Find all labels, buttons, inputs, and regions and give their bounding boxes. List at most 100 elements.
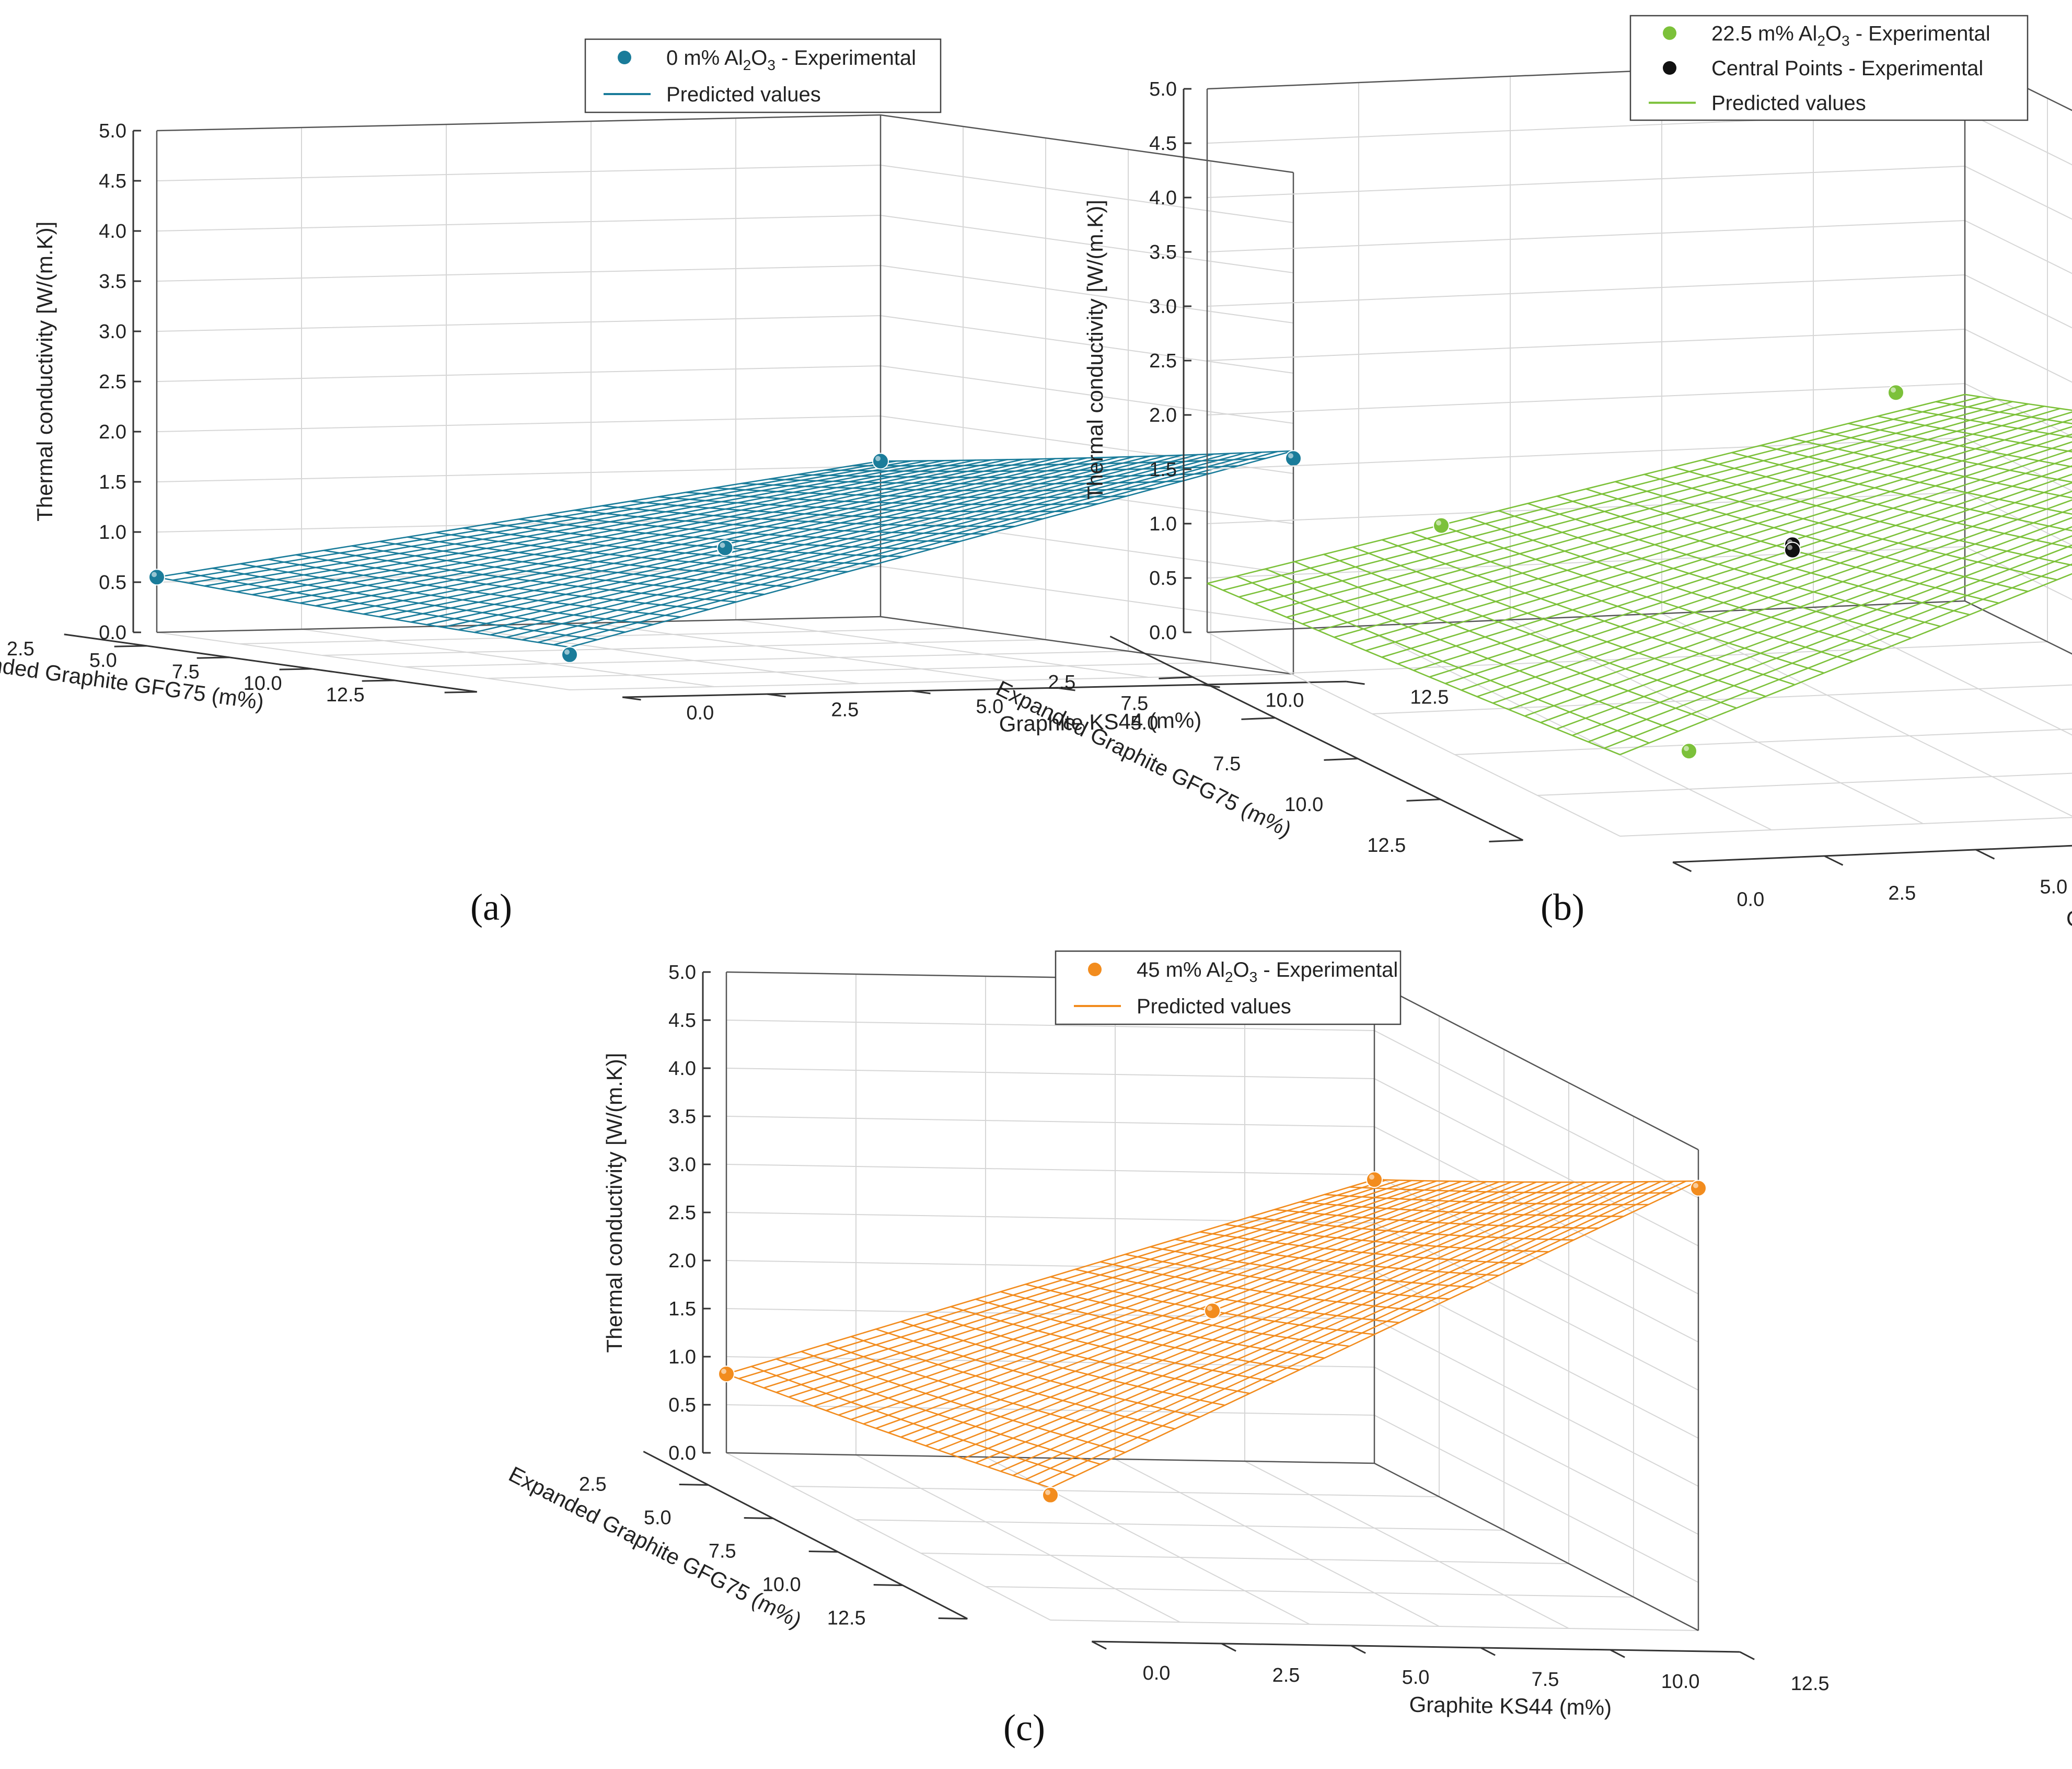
surface-line bbox=[1848, 423, 2072, 468]
y-tick-label: 5.0 bbox=[1402, 1667, 1430, 1689]
z-tick-label: 1.0 bbox=[1149, 513, 1177, 535]
surface-line bbox=[963, 1181, 1612, 1460]
data-points bbox=[718, 1171, 1707, 1504]
y-axis-line bbox=[1673, 845, 2072, 863]
legend-label-text: O bbox=[751, 47, 767, 70]
box-edge bbox=[880, 616, 1294, 675]
x-tick-label: 5.0 bbox=[644, 1507, 672, 1529]
z-tick-label: 2.0 bbox=[668, 1250, 696, 1272]
grid-line bbox=[1372, 684, 2072, 714]
legend-label-sub: 3 bbox=[1249, 969, 1258, 985]
panel-label: (b) bbox=[1541, 886, 1584, 928]
surface-line bbox=[1000, 1181, 1649, 1472]
surface-line bbox=[686, 491, 1099, 505]
box-edge bbox=[156, 114, 881, 132]
grid-line bbox=[735, 619, 1149, 678]
x-tick-mark bbox=[196, 656, 229, 659]
surface-line bbox=[1790, 437, 2072, 499]
experimental-point bbox=[1888, 384, 1904, 401]
grid bbox=[1207, 56, 2072, 837]
legend-label-sub: 3 bbox=[1842, 32, 1850, 49]
z-axis-title: Thermal conductivity [W/(m.K)] bbox=[602, 1053, 627, 1353]
grid-line bbox=[156, 264, 1294, 323]
surface-line bbox=[347, 457, 1071, 612]
y-tick-label: 0.0 bbox=[686, 702, 714, 724]
grid-line bbox=[1207, 165, 2072, 220]
y-tick-mark bbox=[1221, 1643, 1236, 1652]
grid-line bbox=[404, 651, 1129, 667]
z-tick-label: 3.0 bbox=[668, 1154, 696, 1176]
z-tick-label: 3.0 bbox=[1149, 296, 1177, 318]
surface-line bbox=[1012, 1181, 1662, 1476]
x-axis-title: Expanded Graphite GFG75 (m%) bbox=[505, 1462, 805, 1633]
surface-line bbox=[657, 496, 1071, 513]
grid-line bbox=[301, 629, 715, 687]
experimental-point-highlight bbox=[1288, 453, 1293, 459]
experimental-point-highlight bbox=[1891, 387, 1896, 393]
x-axis-line bbox=[1109, 635, 1524, 841]
surface-line bbox=[553, 450, 1278, 646]
surface-line bbox=[1588, 553, 2072, 743]
x-tick-mark bbox=[938, 1617, 968, 1620]
box-edge bbox=[1964, 600, 2072, 655]
surface-line bbox=[825, 465, 1238, 472]
grid-line bbox=[1207, 111, 2072, 166]
surface-line bbox=[1572, 544, 2072, 736]
grid-line bbox=[1207, 546, 2072, 600]
grid-line bbox=[591, 622, 1004, 681]
axes: 0.00.51.01.52.02.53.03.54.04.55.02.55.07… bbox=[0, 114, 1449, 736]
surface-mesh bbox=[1207, 394, 2072, 756]
legend-marker bbox=[1088, 963, 1102, 976]
grid-line bbox=[855, 1454, 1180, 1623]
grid-line bbox=[156, 114, 1294, 173]
legend-marker bbox=[1663, 26, 1676, 40]
grid-line bbox=[156, 632, 570, 690]
surface-line bbox=[1349, 1186, 1674, 1194]
surface-line bbox=[852, 457, 1266, 467]
surface-line bbox=[630, 500, 1043, 520]
grid-line bbox=[321, 639, 1046, 656]
y-axis-title: Graphite KS44 (m%) bbox=[2066, 898, 2072, 931]
z-tick-label: 4.5 bbox=[1149, 133, 1177, 155]
grid-line bbox=[791, 1486, 1440, 1497]
grid-line bbox=[1207, 632, 1620, 837]
experimental-point-highlight bbox=[721, 1369, 726, 1374]
surface-line bbox=[1819, 430, 2072, 483]
z-axis-title: Thermal conductivity [W/(m.K)] bbox=[1083, 200, 1107, 500]
legend-label-sub: 3 bbox=[767, 57, 775, 73]
z-tick-label: 2.5 bbox=[99, 371, 126, 393]
box-edge bbox=[1374, 1462, 1699, 1632]
grid-line bbox=[1813, 607, 2072, 736]
experimental-point-highlight bbox=[152, 572, 157, 577]
surface-line bbox=[1302, 408, 2061, 625]
legend-box bbox=[1055, 950, 1402, 1025]
y-tick-label: 7.5 bbox=[1532, 1669, 1559, 1691]
surface-line bbox=[1025, 1284, 1350, 1347]
surface-line bbox=[925, 1181, 1575, 1447]
grid-line bbox=[1207, 274, 2072, 329]
surface-line bbox=[975, 1181, 1624, 1464]
legend-label-text: O bbox=[1825, 22, 1842, 45]
surface-line bbox=[395, 456, 1119, 620]
surface-line bbox=[1224, 1223, 1549, 1253]
y-tick-mark bbox=[767, 693, 786, 698]
x-tick-label: 12.5 bbox=[1367, 835, 1406, 857]
surface-line bbox=[1318, 411, 2072, 631]
surface-line bbox=[1556, 535, 2072, 730]
z-tick-label: 2.5 bbox=[1149, 350, 1177, 372]
experimental-point-highlight bbox=[720, 542, 725, 548]
y-tick-label: 7.5 bbox=[1120, 692, 1148, 714]
grid-line bbox=[1289, 641, 2048, 674]
surface-line bbox=[950, 1181, 1599, 1455]
surface-line bbox=[490, 453, 1214, 636]
panel-label: (c) bbox=[1003, 1707, 1045, 1749]
surface-line bbox=[1906, 408, 2072, 438]
panel-label: (a) bbox=[470, 886, 512, 928]
surface-line bbox=[1524, 517, 2072, 717]
surface-line bbox=[1461, 482, 2072, 691]
surface-line bbox=[1249, 1216, 1574, 1241]
grid bbox=[726, 972, 1699, 1631]
y-tick-mark bbox=[1091, 1640, 1107, 1650]
legend: 22.5 m% Al2O3 - Experimental Central Poin… bbox=[1629, 15, 2029, 121]
x-tick-label: 10.0 bbox=[244, 673, 282, 695]
